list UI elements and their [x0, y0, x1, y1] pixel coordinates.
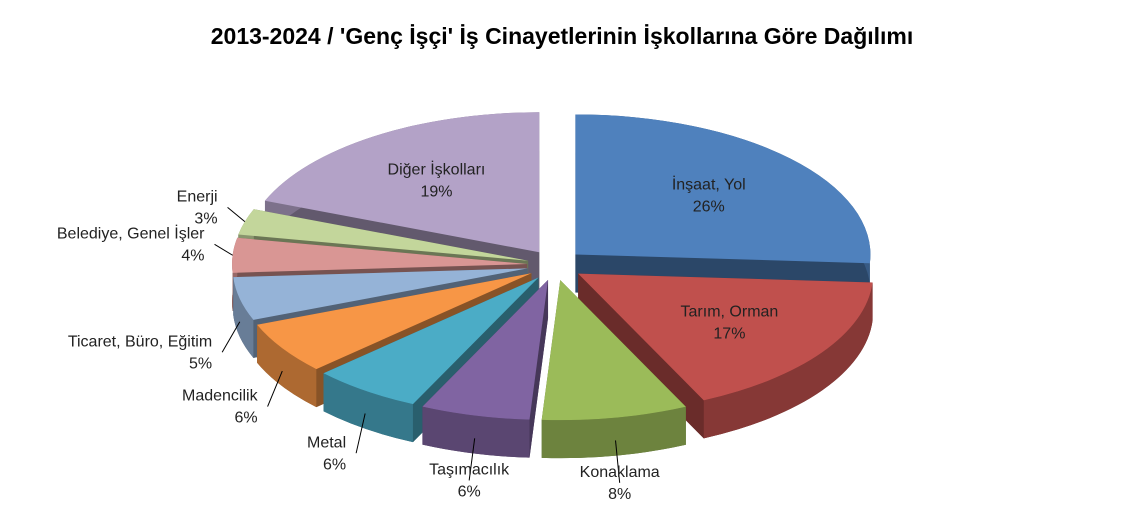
slice-label: Tarım, Orman: [681, 304, 779, 321]
slice: [422, 279, 549, 420]
leader-line: [355, 413, 366, 454]
value-label: 6%: [323, 456, 346, 473]
slice: [541, 280, 686, 421]
value-label: 4%: [181, 247, 204, 264]
leader-line: [267, 370, 283, 407]
leader-line: [214, 243, 233, 256]
slice-side: [703, 282, 873, 439]
value-label: 17%: [713, 326, 745, 343]
slice: [233, 268, 528, 320]
slice-side: [541, 406, 686, 459]
slice: [264, 112, 540, 253]
slice-side: [323, 373, 413, 443]
slice: [575, 114, 871, 264]
value-label: 26%: [693, 198, 725, 215]
slice: [578, 273, 873, 401]
slice-side: [422, 406, 530, 458]
chart-title: 2013-2024 / 'Genç İşçi' İş Cinayetlerini…: [211, 23, 914, 49]
value-label: 5%: [189, 355, 212, 372]
slice-label: Belediye, Genel İşler: [57, 223, 205, 242]
slice-side: [257, 324, 317, 408]
leader-line: [615, 440, 621, 483]
slice: [238, 209, 529, 261]
leader-line: [227, 206, 246, 223]
slice-label: Metal: [307, 434, 346, 451]
slice-label: Madencilik: [182, 388, 259, 405]
slice: [232, 237, 528, 273]
slice-label: Taşımacılık: [429, 462, 510, 479]
slice-label: Enerji: [177, 189, 218, 206]
slice-wall: [529, 279, 549, 458]
slice-label: Konaklama: [580, 464, 660, 481]
leader-line: [221, 321, 241, 353]
slice: [323, 277, 539, 405]
value-label: 8%: [608, 486, 631, 503]
value-label: 3%: [194, 211, 217, 228]
value-label: 6%: [458, 484, 481, 501]
slice: [257, 273, 532, 370]
slice-label: Diğer İşkolları: [388, 160, 486, 179]
leader-line: [468, 438, 476, 481]
slice-label: İnşaat, Yol: [672, 174, 746, 193]
value-label: 19%: [420, 184, 452, 201]
value-label: 6%: [234, 410, 257, 427]
slice-side: [233, 277, 254, 358]
slice-label: Ticaret, Büro, Eğitim: [68, 333, 212, 350]
